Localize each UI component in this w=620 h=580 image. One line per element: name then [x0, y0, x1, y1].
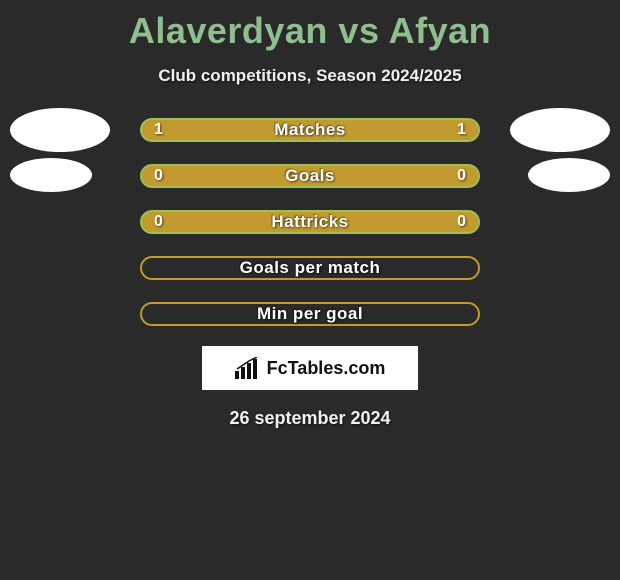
stat-label: Hattricks [271, 212, 348, 232]
stat-label: Matches [274, 120, 346, 140]
stat-row: Goals per match [0, 256, 620, 280]
page-title: Alaverdyan vs Afyan [0, 0, 620, 52]
stat-row: 1 Matches 1 [0, 118, 620, 142]
player-avatar-right [510, 108, 610, 152]
player-avatar-left [10, 108, 110, 152]
stat-rows: 1 Matches 1 0 Goals 0 0 Hattricks 0 Goals per mat… [0, 118, 620, 326]
player-avatar-right [528, 158, 610, 192]
bar-chart-icon [235, 357, 263, 379]
stat-row: 0 Goals 0 [0, 164, 620, 188]
stat-bar: Goals per match [140, 256, 480, 280]
date-text: 26 september 2024 [0, 408, 620, 429]
subtitle: Club competitions, Season 2024/2025 [0, 66, 620, 86]
stat-label: Goals per match [240, 258, 381, 278]
stat-value-right: 0 [457, 213, 466, 231]
stat-value-left: 0 [154, 213, 163, 231]
stat-bar: 0 Goals 0 [140, 164, 480, 188]
stat-row: 0 Hattricks 0 [0, 210, 620, 234]
stat-label: Goals [285, 166, 335, 186]
stat-bar: 1 Matches 1 [140, 118, 480, 142]
stat-row: Min per goal [0, 302, 620, 326]
stat-bar: Min per goal [140, 302, 480, 326]
stat-label: Min per goal [257, 304, 363, 324]
stat-value-left: 1 [154, 121, 163, 139]
stat-bar: 0 Hattricks 0 [140, 210, 480, 234]
stat-value-left: 0 [154, 167, 163, 185]
logo-box: FcTables.com [202, 346, 418, 390]
player-avatar-left [10, 158, 92, 192]
stat-value-right: 0 [457, 167, 466, 185]
stat-value-right: 1 [457, 121, 466, 139]
logo-text: FcTables.com [267, 358, 386, 379]
